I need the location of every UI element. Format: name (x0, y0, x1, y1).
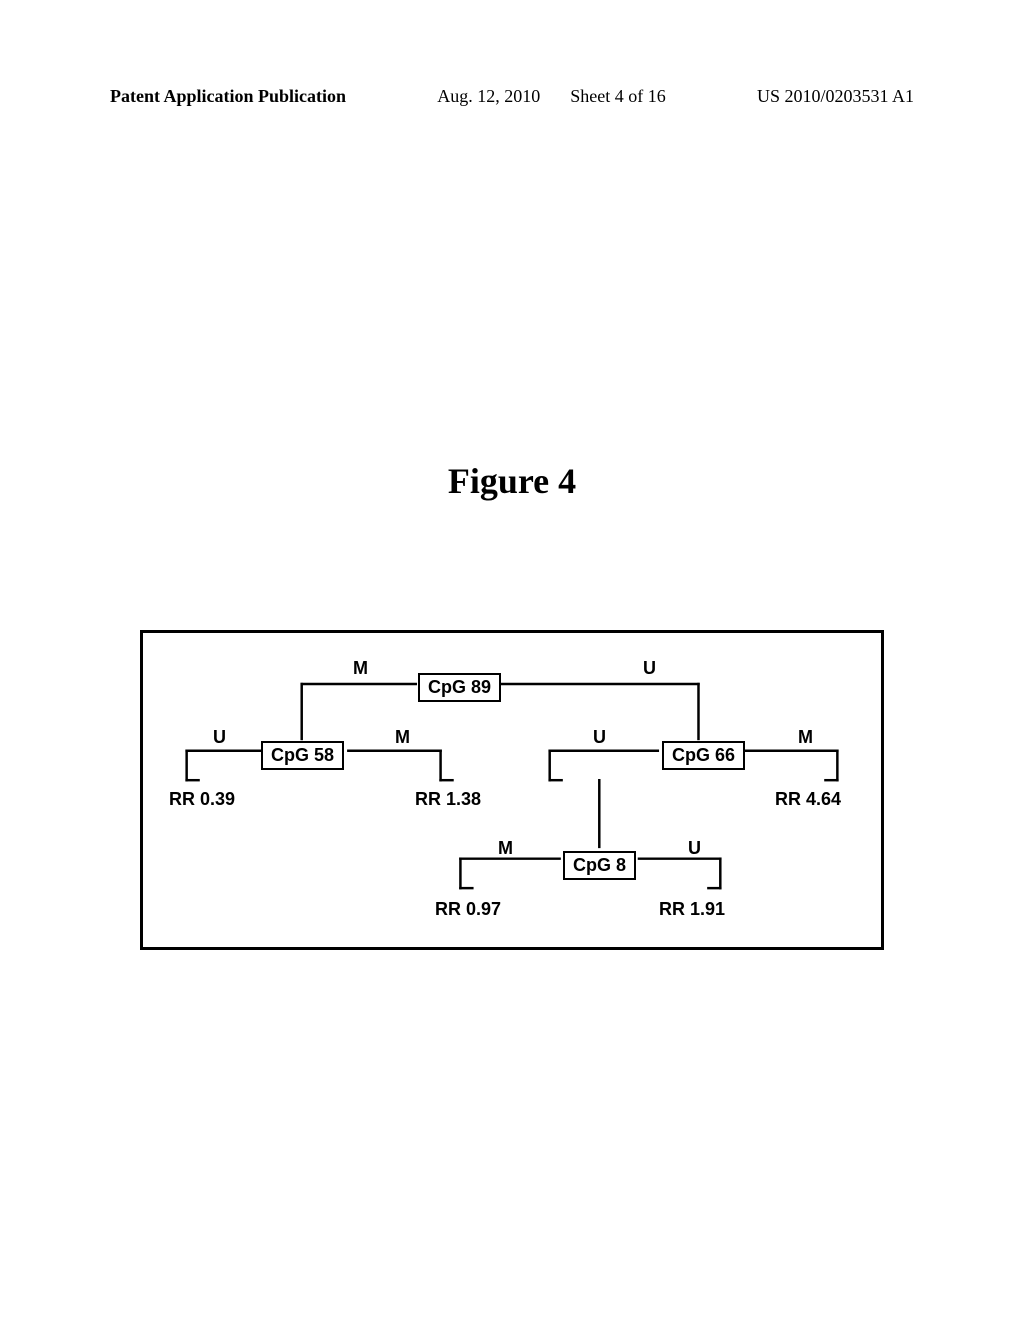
header-mid: Aug. 12, 2010 Sheet 4 of 16 (437, 86, 665, 107)
node-cpg89: CpG 89 (418, 673, 501, 702)
header-pubnum: US 2010/0203531 A1 (757, 86, 914, 107)
tree-lines (143, 633, 881, 947)
leaf-rr-191: RR 1.91 (659, 899, 725, 920)
node-cpg66: CpG 66 (662, 741, 745, 770)
node-cpg8: CpG 8 (563, 851, 636, 880)
leaf-rr-464: RR 4.64 (775, 789, 841, 810)
edge-cpg58-right: M (395, 727, 410, 748)
edge-root-right: U (643, 658, 656, 679)
page-header: Patent Application Publication Aug. 12, … (110, 86, 914, 107)
edge-root-left: M (353, 658, 368, 679)
edge-cpg8-left: M (498, 838, 513, 859)
leaf-rr-039: RR 0.39 (169, 789, 235, 810)
node-cpg58: CpG 58 (261, 741, 344, 770)
edge-cpg66-left: U (593, 727, 606, 748)
edge-cpg8-right: U (688, 838, 701, 859)
diagram-inner: CpG 89 M U CpG 58 U M RR 0.39 RR 1.38 Cp… (143, 633, 881, 947)
header-date: Aug. 12, 2010 (437, 86, 540, 106)
edge-cpg58-left: U (213, 727, 226, 748)
diagram-frame: CpG 89 M U CpG 58 U M RR 0.39 RR 1.38 Cp… (140, 630, 884, 950)
edge-cpg66-right: M (798, 727, 813, 748)
leaf-rr-097: RR 0.97 (435, 899, 501, 920)
figure-title: Figure 4 (0, 460, 1024, 502)
header-sheet: Sheet 4 of 16 (570, 86, 665, 106)
header-left: Patent Application Publication (110, 86, 346, 107)
leaf-rr-138: RR 1.38 (415, 789, 481, 810)
